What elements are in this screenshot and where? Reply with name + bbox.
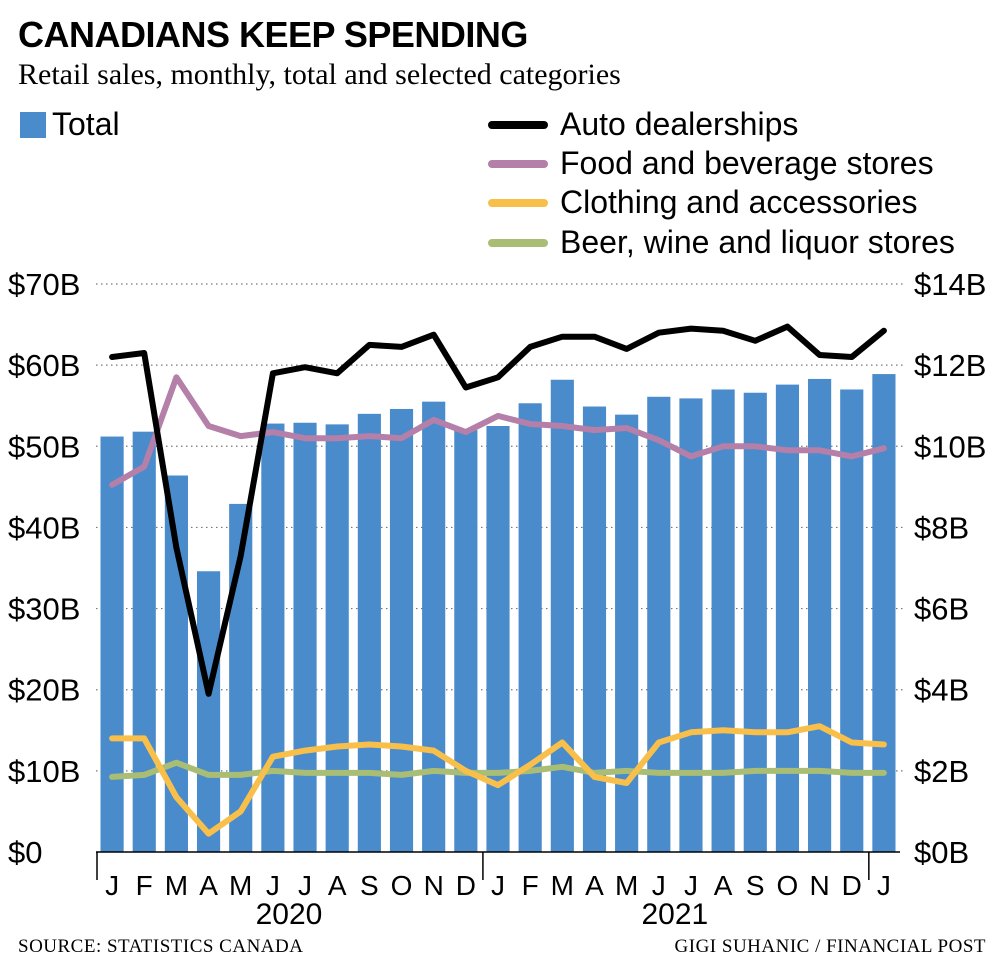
x-tick-label: J bbox=[491, 870, 505, 901]
x-tick-label: D bbox=[456, 870, 476, 901]
x-tick-label: A bbox=[714, 870, 733, 901]
x-tick-label: J bbox=[652, 870, 666, 901]
bar-total bbox=[582, 406, 607, 852]
left-tick-label: $70B bbox=[8, 267, 80, 302]
x-tick-label: M bbox=[229, 870, 252, 901]
x-tick-label: A bbox=[585, 870, 604, 901]
legend-label-liquor: Beer, wine and liquor stores bbox=[560, 224, 955, 260]
axis-layer: $0 $10B $20B $30B $40B $50B $60B $70B $0B $2B $4B $… bbox=[8, 267, 986, 931]
bar-total bbox=[454, 430, 478, 852]
bar-total bbox=[775, 384, 800, 852]
legend-item-liquor: Beer, wine and liquor stores bbox=[488, 224, 955, 261]
x-tick-label: J bbox=[877, 870, 891, 901]
bar-total bbox=[615, 414, 639, 852]
x-tick-label: N bbox=[809, 870, 829, 901]
x-tick-label: M bbox=[551, 870, 574, 901]
left-tick-label: $30B bbox=[8, 592, 80, 627]
bar-total bbox=[647, 396, 671, 852]
legend-swatch-total bbox=[20, 111, 46, 138]
bar-total bbox=[100, 436, 124, 852]
year-label: 2020 bbox=[256, 898, 323, 931]
right-tick-label: $10B bbox=[914, 429, 986, 464]
right-tick-label: $6B bbox=[914, 592, 969, 627]
chart-subtitle: Retail sales, monthly, total and selecte… bbox=[18, 58, 621, 91]
source-note: SOURCE: STATISTICS CANADA bbox=[18, 936, 304, 957]
bar-total bbox=[261, 423, 285, 852]
x-tick-label: M bbox=[165, 870, 188, 901]
legend-label-total: Total bbox=[52, 106, 120, 142]
right-tick-label: $4B bbox=[914, 673, 969, 708]
right-tick-label: $0B bbox=[914, 835, 969, 870]
legend-label-auto: Auto dealerships bbox=[560, 106, 799, 142]
bar-total bbox=[196, 571, 221, 852]
legend-item-food: Food and beverage stores bbox=[488, 145, 934, 182]
bar-total bbox=[808, 378, 832, 852]
left-tick-label: $10B bbox=[8, 754, 80, 789]
legend-item-auto: Auto dealerships bbox=[488, 106, 798, 143]
left-tick-label: $40B bbox=[8, 510, 80, 545]
bar-layer bbox=[100, 374, 896, 852]
left-tick-label: $0 bbox=[8, 835, 42, 870]
bar-total bbox=[550, 379, 574, 852]
bar-total bbox=[872, 374, 896, 852]
bar-total bbox=[132, 431, 156, 852]
x-tick-label: J bbox=[266, 870, 280, 901]
x-tick-label: O bbox=[391, 870, 413, 901]
legend-item-total: Total bbox=[20, 106, 120, 143]
bar-total bbox=[743, 392, 767, 852]
right-tick-label: $2B bbox=[914, 754, 969, 789]
legend-label-food: Food and beverage stores bbox=[560, 145, 934, 181]
left-tick-label: $50B bbox=[8, 429, 80, 464]
line-layer bbox=[109, 323, 887, 837]
x-tick-label: F bbox=[522, 870, 539, 901]
chart-title: CANADIANS KEEP SPENDING bbox=[18, 14, 528, 55]
bar-total bbox=[357, 413, 381, 852]
x-tick-label: M bbox=[615, 870, 638, 901]
right-tick-label: $8B bbox=[914, 510, 969, 545]
x-tick-label: D bbox=[842, 870, 862, 901]
bar-total bbox=[518, 403, 542, 852]
bar-total bbox=[389, 408, 414, 852]
bar-total bbox=[325, 424, 349, 852]
x-tick-label: S bbox=[360, 870, 379, 901]
line-auto bbox=[109, 323, 887, 697]
x-tick-label: J bbox=[105, 870, 119, 901]
bar-total bbox=[679, 398, 703, 852]
legend-item-clothing: Clothing and accessories bbox=[488, 184, 918, 221]
x-tick-label: O bbox=[777, 870, 799, 901]
x-tick-label: J bbox=[684, 870, 698, 901]
credit-note: GIGI SUHANIC / FINANCIAL POST bbox=[674, 936, 986, 957]
left-tick-label: $60B bbox=[8, 348, 80, 383]
line-food bbox=[109, 374, 887, 488]
x-tick-label: J bbox=[298, 870, 312, 901]
line-clothing bbox=[109, 723, 887, 837]
left-tick-label: $20B bbox=[8, 673, 80, 708]
legend-swatch-clothing bbox=[488, 198, 548, 207]
bar-total bbox=[422, 401, 446, 852]
legend-swatch-liquor bbox=[488, 238, 548, 247]
bar-total bbox=[711, 389, 735, 852]
bar-total bbox=[486, 426, 510, 852]
x-tick-label: F bbox=[136, 870, 153, 901]
x-tick-label: A bbox=[328, 870, 347, 901]
line-liquor bbox=[109, 759, 887, 780]
year-label: 2021 bbox=[642, 898, 709, 931]
right-tick-label: $14B bbox=[914, 267, 986, 302]
bar-total bbox=[293, 422, 317, 852]
right-tick-label: $12B bbox=[914, 348, 986, 383]
x-tick-label: N bbox=[424, 870, 444, 901]
legend-swatch-food bbox=[488, 159, 548, 168]
legend-swatch-auto bbox=[488, 120, 548, 129]
x-tick-label: S bbox=[746, 870, 765, 901]
legend-label-clothing: Clothing and accessories bbox=[560, 184, 918, 220]
x-tick-label: A bbox=[199, 870, 218, 901]
